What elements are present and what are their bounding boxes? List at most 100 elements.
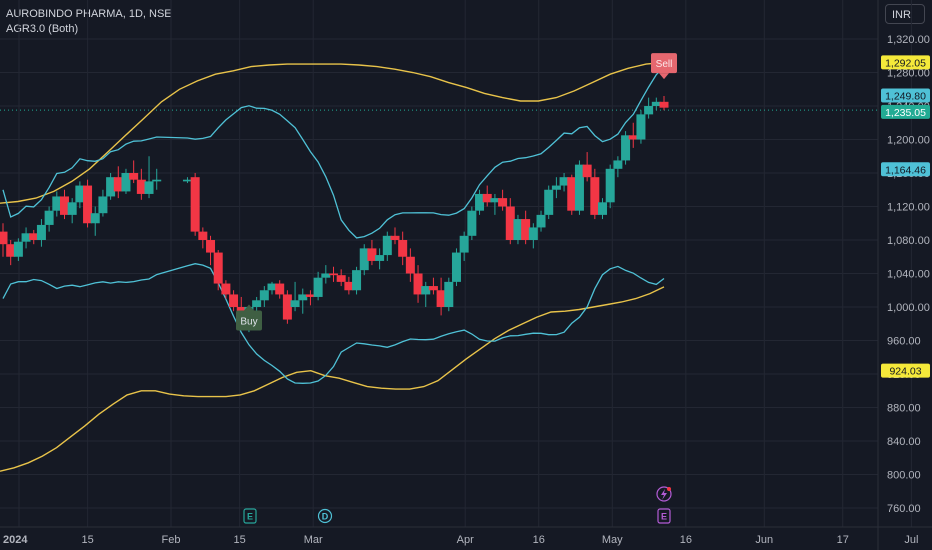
candle-body — [352, 270, 362, 291]
candle-body — [259, 290, 269, 301]
sell-signal-box[interactable] — [651, 53, 677, 74]
inner-lower-value: 1,164.46 — [885, 164, 926, 176]
last-price-value-bg — [881, 104, 930, 119]
event-marker-label: E — [661, 512, 667, 522]
candle-body — [305, 294, 315, 297]
candle-body — [336, 275, 346, 282]
earnings-event-marker[interactable] — [657, 508, 671, 524]
candle-body — [413, 273, 423, 295]
candle-body — [21, 233, 31, 242]
sell-arrow — [659, 73, 669, 80]
candle-body — [190, 177, 200, 232]
time-tick-label: 16 — [680, 534, 692, 546]
upper-band-value-bg — [881, 55, 930, 70]
candle-body — [605, 168, 615, 203]
candle-body — [475, 193, 485, 211]
price-tick-label: 1,200.00 — [887, 135, 930, 147]
candle-body — [290, 300, 300, 307]
buy-signal-box[interactable] — [236, 310, 262, 331]
price-tick-label: 1,120.00 — [887, 202, 930, 214]
candle-body — [613, 160, 623, 169]
candle-body — [398, 240, 408, 257]
candle-body — [582, 164, 592, 178]
time-tick-label: 15 — [82, 534, 94, 546]
last-price-value: 1,235.05 — [885, 107, 926, 119]
candle-body — [129, 173, 139, 180]
candle-body — [136, 179, 146, 194]
earnings-event-marker[interactable] — [243, 508, 257, 524]
currency-selector[interactable]: INR — [885, 4, 925, 24]
price-tick-label: 840.00 — [887, 436, 921, 448]
candle-body — [106, 177, 116, 197]
dividend-event-marker[interactable] — [317, 508, 333, 524]
candle-body — [390, 235, 400, 240]
candle-body — [59, 196, 69, 215]
candle-body — [359, 248, 369, 271]
price-tick-label: 800.00 — [887, 470, 921, 482]
candle-body — [44, 210, 54, 225]
candle-body — [367, 248, 377, 261]
chart-legend: AUROBINDO PHARMA, 1D, NSE AGR3.0 (Both) — [6, 7, 172, 37]
candle-body — [598, 202, 608, 215]
candle-body — [83, 185, 93, 224]
candle-body — [528, 227, 538, 240]
lower-band-value-bg — [881, 363, 930, 378]
candle-body — [252, 300, 262, 307]
candle-body — [536, 214, 546, 228]
candle-body — [644, 106, 654, 115]
lower-band-value: 924.03 — [889, 366, 921, 378]
flash-news-badge — [667, 487, 671, 491]
inner-upper-band-line — [2, 66, 665, 239]
candle-body — [344, 281, 354, 291]
candle-body — [428, 286, 438, 291]
lower-band-line — [0, 286, 665, 472]
time-tick-label: Apr — [457, 534, 474, 546]
candle-body — [298, 294, 308, 301]
candle-body — [498, 198, 508, 207]
sell-signal-label: Sell — [656, 59, 673, 70]
candle-body — [574, 164, 584, 211]
candle-body — [229, 294, 239, 307]
inner-lower-value-bg — [881, 162, 930, 177]
candle-body — [628, 135, 638, 140]
price-tick-label: 880.00 — [887, 403, 921, 415]
candle-body — [636, 114, 646, 140]
candle-body — [436, 290, 446, 307]
candle-body — [405, 256, 415, 274]
candle-body — [513, 219, 523, 240]
price-tick-label: 1,000.00 — [887, 302, 930, 314]
buy-signal-label: Buy — [240, 316, 257, 327]
price-tick-label: 1,320.00 — [887, 34, 930, 46]
candle-body — [67, 202, 77, 215]
candle-body — [375, 255, 385, 261]
candle-body — [29, 233, 39, 240]
candle-body — [267, 283, 277, 291]
candle-body — [206, 240, 216, 253]
upper-band-line — [0, 61, 665, 204]
candle-body — [36, 224, 46, 240]
time-tick-label: 15 — [234, 534, 246, 546]
candle-body — [213, 252, 223, 284]
time-tick-label: 17 — [837, 534, 849, 546]
candle-body — [90, 213, 100, 224]
symbol-title[interactable]: AUROBINDO PHARMA, 1D, NSE — [6, 8, 172, 20]
candle-body — [329, 273, 338, 276]
candle-body — [559, 177, 569, 186]
candle-body — [121, 173, 131, 192]
candle-body — [490, 198, 500, 203]
time-tick-label: 16 — [533, 534, 545, 546]
time-tick-label: Feb — [162, 534, 181, 546]
price-tick-label: 1,280.00 — [887, 68, 930, 80]
event-marker-label: D — [322, 512, 329, 522]
candle-body — [421, 286, 431, 295]
candle-body — [459, 235, 469, 253]
candle-body — [505, 206, 515, 240]
candle-body — [152, 179, 162, 182]
price-tick-label: 960.00 — [887, 336, 921, 348]
candle-body — [467, 210, 477, 236]
buy-arrow — [244, 304, 254, 311]
candle-body — [75, 185, 85, 203]
candle-body — [282, 294, 292, 320]
indicator-title[interactable]: AGR3.0 (Both) — [6, 23, 79, 35]
